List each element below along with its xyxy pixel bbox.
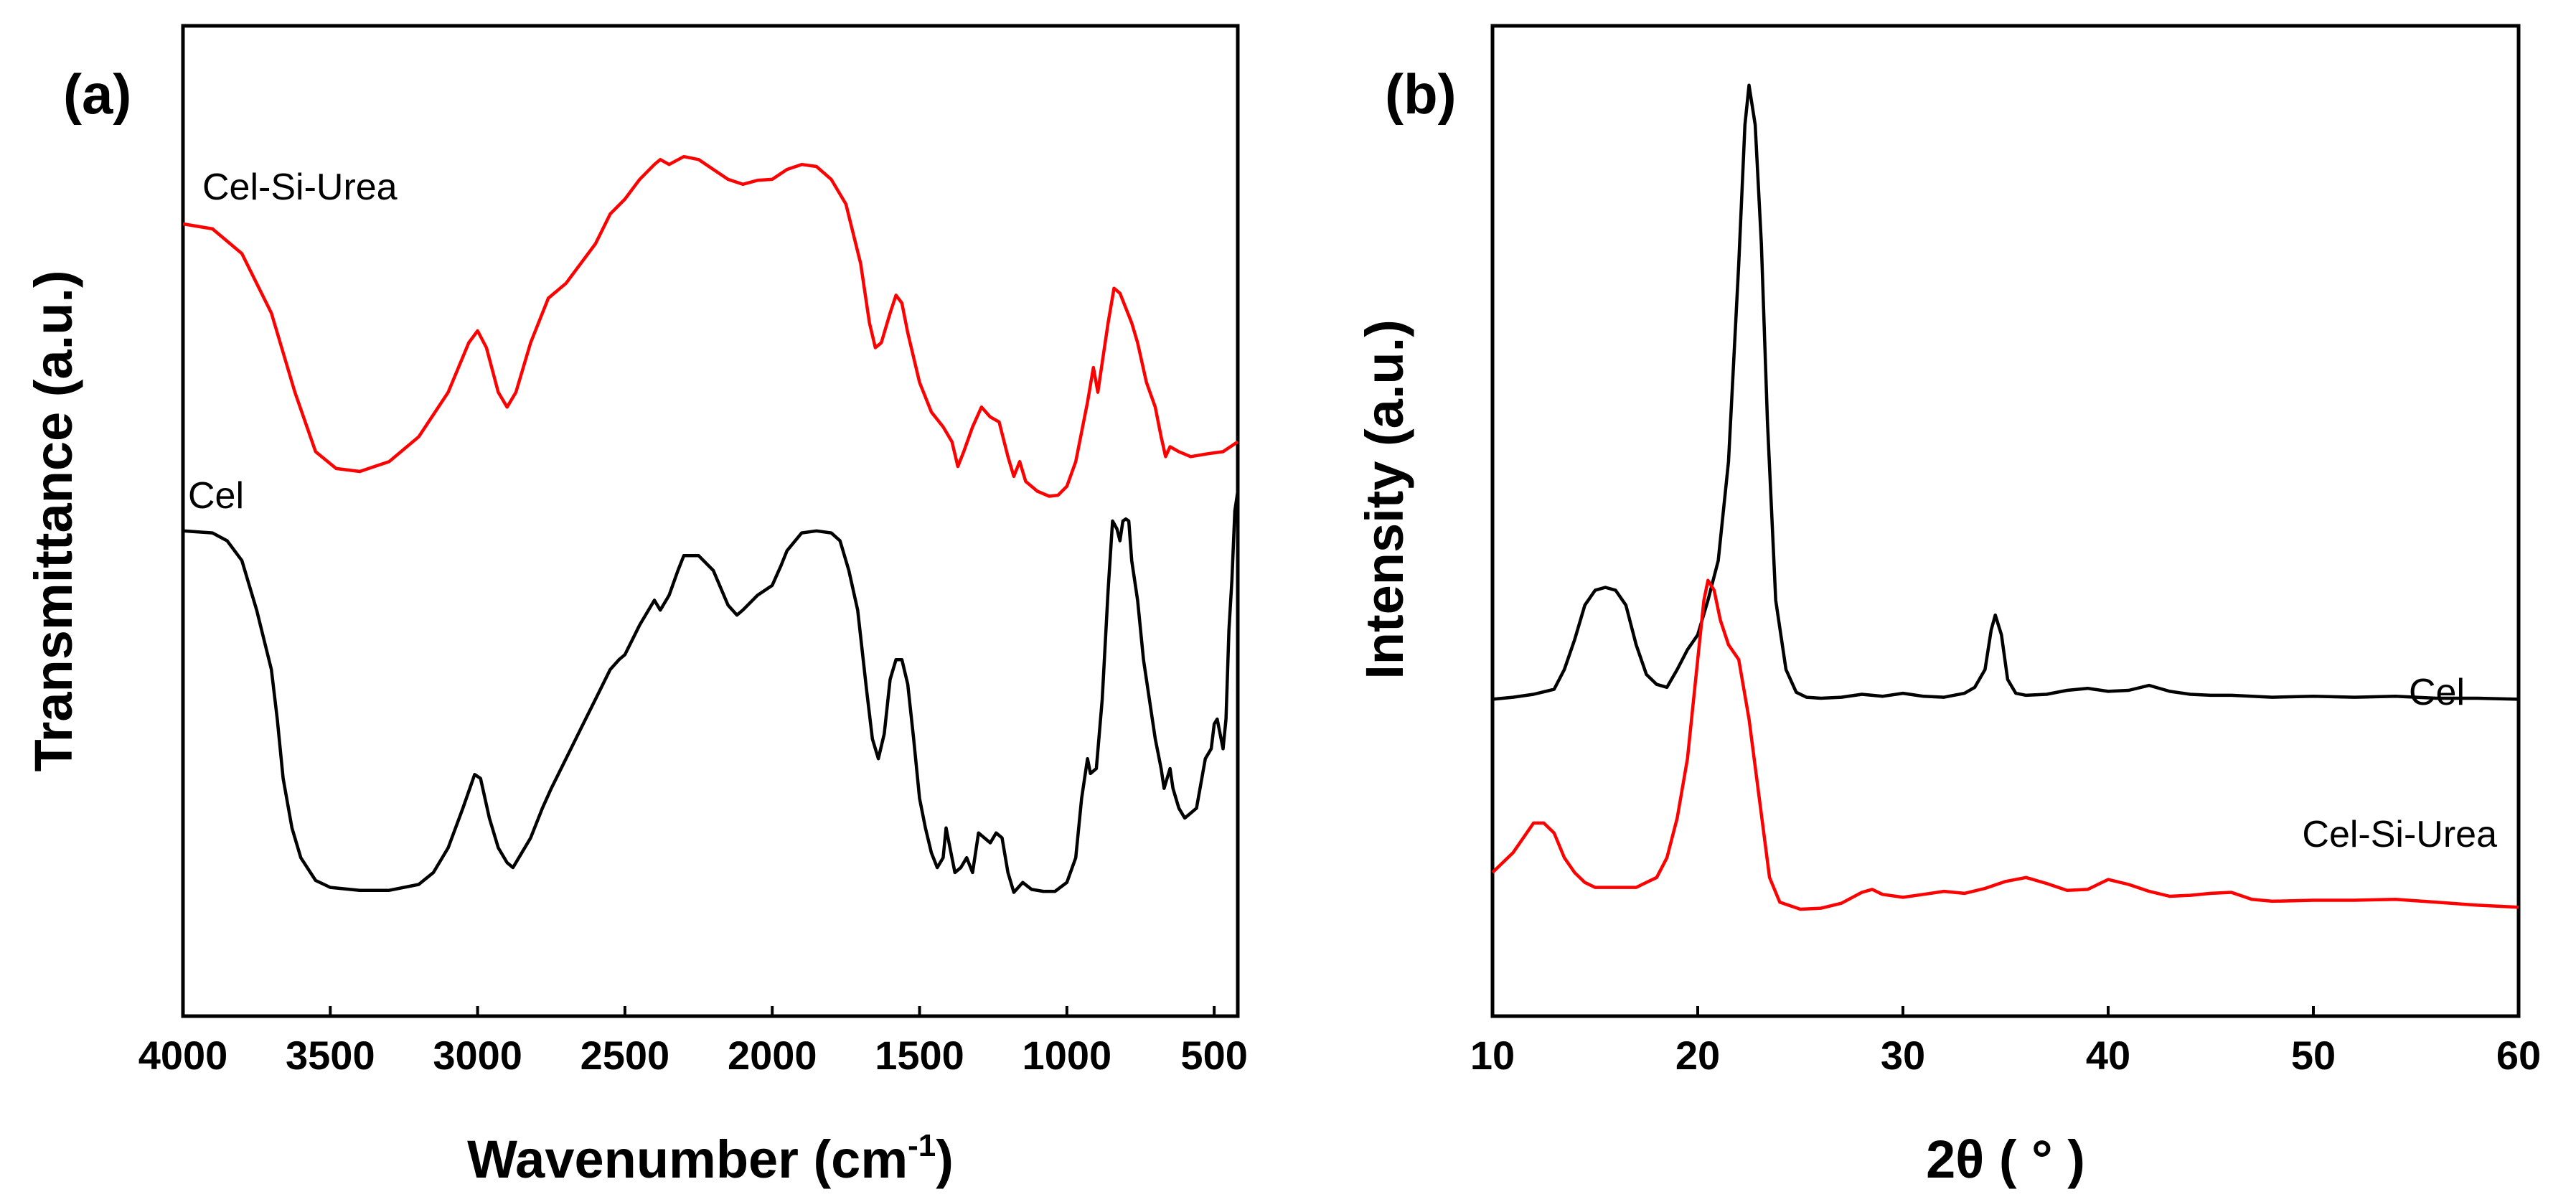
x-tick-label-a-500: 500: [1180, 1033, 1247, 1078]
panel-b-x-axis-title: 2θ ( ° ): [1926, 1130, 2085, 1189]
series-line-cel-si-urea-b: [1491, 578, 2519, 911]
panel-a-ftir: (a) 4000 3500 3000 2500 2000 1500 1000 500 Cel-…: [24, 24, 1248, 1189]
panel-b-x-axis: 10 20 30 40 50 60: [1470, 1006, 2541, 1078]
x-tick-label-b-40: 40: [2086, 1033, 2130, 1078]
panel-b-label: (b): [1385, 62, 1457, 126]
series-label-cel-si-urea-b: Cel-Si-Urea: [2302, 814, 2497, 855]
x-tick-label-a-2000: 2000: [728, 1033, 817, 1078]
x-tick-label-b-50: 50: [2291, 1033, 2336, 1078]
panel-b-y-axis-title: Intensity (a.u.): [1355, 319, 1414, 680]
x-axis-title-superscript: -1: [908, 1128, 936, 1163]
panel-a-x-axis: 4000 3500 3000 2500 2000 1500 1000 500: [138, 1006, 1248, 1078]
panel-a-label: (a): [63, 62, 131, 126]
series-label-cel-b: Cel: [2409, 672, 2465, 713]
x-tick-label-b-60: 60: [2496, 1033, 2541, 1078]
panel-b-series: [1491, 83, 2519, 911]
x-tick-label-a-2500: 2500: [580, 1033, 670, 1078]
series-line-cel-a: [182, 491, 1240, 894]
x-tick-label-a-3500: 3500: [286, 1033, 375, 1078]
x-tick-label-b-10: 10: [1470, 1033, 1515, 1078]
panel-a-y-axis-title: Transmittance (a.u.): [24, 270, 83, 771]
x-tick-label-a-3000: 3000: [433, 1033, 522, 1078]
x-axis-title-main: Wavenumber (cm: [467, 1130, 908, 1189]
series-label-cel-si-urea-a: Cel-Si-Urea: [202, 166, 398, 208]
panel-a-x-axis-title: Wavenumber (cm-1): [467, 1128, 954, 1189]
x-tick-label-a-4000: 4000: [138, 1033, 228, 1078]
series-line-cel-si-urea-a: [182, 154, 1239, 498]
x-tick-label-b-20: 20: [1675, 1033, 1720, 1078]
x-tick-label-b-30: 30: [1881, 1033, 1925, 1078]
x-axis-title-close: ): [936, 1130, 954, 1189]
panel-b-xrd: (b) 10 20 30 40 50 60 Cel Cel-Si-Urea Intensi…: [1355, 24, 2541, 1189]
panel-a-series: [182, 154, 1240, 894]
x-tick-label-a-1500: 1500: [875, 1033, 964, 1078]
panel-b-plot-frame: [1490, 24, 2521, 1018]
series-label-cel-a: Cel: [188, 475, 244, 517]
x-tick-label-a-1000: 1000: [1023, 1033, 1112, 1078]
panel-a-plot-frame: [181, 24, 1240, 1018]
series-line-cel-b: [1492, 83, 2519, 701]
